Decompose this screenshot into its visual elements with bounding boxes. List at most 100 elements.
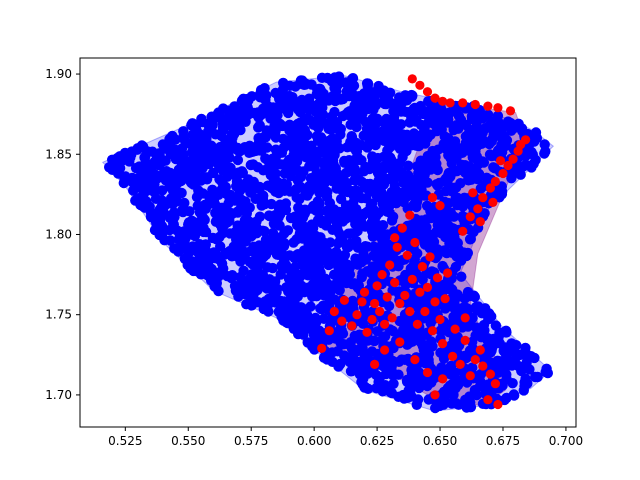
data-point-blue: [380, 368, 392, 380]
y-tick-label: 1.75: [45, 308, 72, 322]
data-point-blue: [273, 232, 284, 243]
data-point-blue: [527, 149, 538, 160]
data-point-blue: [396, 187, 408, 199]
data-point-red: [405, 210, 415, 220]
data-point-red: [478, 193, 488, 203]
data-point-blue: [322, 72, 333, 84]
data-point-blue: [234, 145, 246, 157]
data-point-blue: [334, 265, 345, 276]
data-point-blue: [292, 128, 304, 139]
data-point-blue: [358, 244, 369, 255]
data-point-blue: [460, 131, 472, 142]
data-point-blue: [341, 277, 352, 289]
data-point-red: [440, 294, 450, 304]
data-point-blue: [216, 258, 228, 269]
data-point-blue: [467, 152, 478, 163]
data-point-blue: [506, 360, 518, 371]
data-point-blue: [235, 244, 246, 256]
data-point-blue: [284, 125, 295, 136]
data-point-blue: [193, 151, 204, 162]
y-tick-label: 1.80: [45, 227, 72, 241]
data-point-blue: [334, 179, 345, 190]
data-point-blue: [305, 173, 317, 184]
data-point-blue: [496, 129, 508, 140]
data-point-red: [370, 359, 380, 369]
data-point-red: [410, 355, 420, 365]
data-point-red: [392, 242, 402, 252]
data-point-red: [395, 337, 405, 347]
data-point-blue: [247, 259, 258, 270]
data-point-blue: [248, 176, 259, 188]
data-point-blue: [467, 343, 478, 354]
data-point-blue: [206, 140, 217, 151]
data-point-red: [380, 319, 390, 329]
data-point-blue: [530, 127, 542, 138]
data-point-blue: [226, 272, 237, 284]
data-point-blue: [440, 231, 451, 243]
data-point-blue: [174, 170, 185, 182]
data-point-red: [483, 101, 493, 111]
data-point-red: [435, 201, 445, 211]
data-point-blue: [373, 261, 384, 272]
data-point-blue: [328, 204, 340, 215]
data-point-red: [377, 270, 387, 280]
data-point-blue: [284, 102, 295, 113]
data-point-blue: [265, 169, 276, 181]
data-point-blue: [439, 279, 450, 290]
data-point-red: [498, 168, 508, 179]
data-point-blue: [412, 161, 423, 172]
data-point-blue: [529, 136, 540, 147]
data-point-blue: [314, 187, 325, 198]
data-point-red: [430, 390, 440, 400]
data-point-blue: [217, 177, 228, 188]
data-point-blue: [339, 249, 351, 261]
data-point-blue: [475, 368, 487, 380]
x-tick-label: 0.675: [486, 434, 520, 448]
data-point-blue: [475, 329, 486, 341]
red-series: [317, 74, 531, 410]
data-point-blue: [232, 206, 243, 217]
data-point-blue: [112, 152, 123, 164]
data-point-blue: [505, 117, 516, 129]
data-point-blue: [213, 202, 224, 213]
data-point-blue: [308, 119, 319, 130]
data-point-blue: [207, 232, 219, 244]
data-point-blue: [467, 362, 478, 373]
data-point-blue: [323, 123, 334, 134]
data-point-blue: [196, 113, 207, 125]
data-point-red: [485, 369, 495, 379]
data-point-blue: [416, 184, 427, 195]
data-point-blue: [236, 183, 248, 194]
data-point-blue: [170, 151, 181, 162]
x-tick-label: 0.525: [108, 434, 142, 448]
data-point-blue: [296, 286, 307, 297]
data-point-blue: [518, 385, 529, 396]
data-point-blue: [432, 366, 443, 377]
data-point-blue: [313, 263, 325, 274]
data-point-red: [375, 306, 385, 317]
data-point-red: [430, 93, 440, 103]
data-point-blue: [302, 190, 313, 201]
data-point-blue: [113, 168, 124, 179]
data-point-blue: [318, 352, 330, 363]
data-point-blue: [373, 175, 384, 186]
data-point-blue: [403, 160, 414, 171]
data-point-blue: [452, 165, 463, 177]
data-point-blue: [320, 169, 331, 181]
data-point-blue: [288, 237, 299, 248]
data-point-red: [475, 345, 485, 355]
data-point-blue: [269, 126, 281, 138]
data-point-red: [465, 212, 475, 222]
data-point-blue: [302, 129, 313, 141]
data-point-blue: [515, 169, 526, 180]
data-point-blue: [496, 327, 507, 338]
data-point-red: [410, 237, 420, 248]
data-point-blue: [501, 373, 512, 385]
data-point-blue: [346, 131, 357, 142]
data-point-blue: [425, 336, 437, 347]
data-point-blue: [492, 110, 504, 122]
data-point-blue: [282, 135, 293, 146]
data-point-blue: [353, 102, 364, 113]
data-point-red: [438, 96, 448, 106]
